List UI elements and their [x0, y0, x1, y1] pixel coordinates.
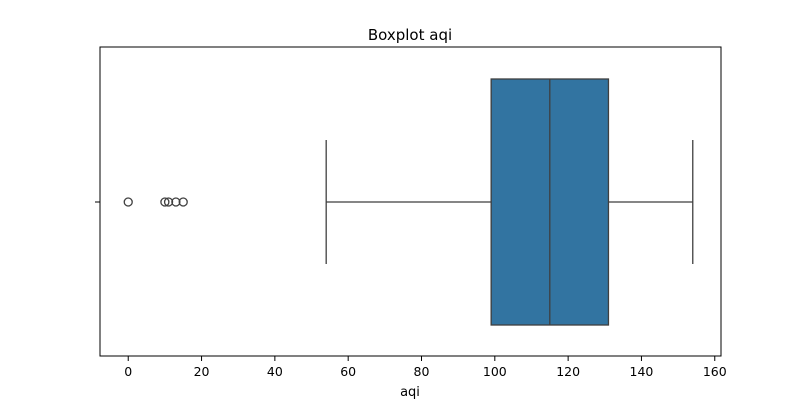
x-tick-label: 120	[556, 364, 580, 379]
outlier-point	[178, 197, 188, 207]
x-tick-label: 100	[483, 364, 507, 379]
x-tick-label: 160	[703, 364, 727, 379]
chart-title: Boxplot aqi	[368, 26, 452, 44]
outlier-point	[171, 197, 181, 207]
x-tick-label: 40	[267, 364, 283, 379]
x-tick-label: 0	[124, 364, 132, 379]
x-tick-label: 60	[340, 364, 356, 379]
x-axis-label: aqi	[400, 385, 420, 400]
x-tick-label: 80	[414, 364, 430, 379]
outlier-point	[160, 197, 170, 207]
plot-area: 0 20 40 60 80 100 120 140 160	[95, 46, 727, 379]
outlier-point	[123, 197, 133, 207]
outlier-point	[163, 197, 174, 207]
x-tick-label: 140	[630, 364, 654, 379]
x-tick-label: 20	[194, 364, 210, 379]
